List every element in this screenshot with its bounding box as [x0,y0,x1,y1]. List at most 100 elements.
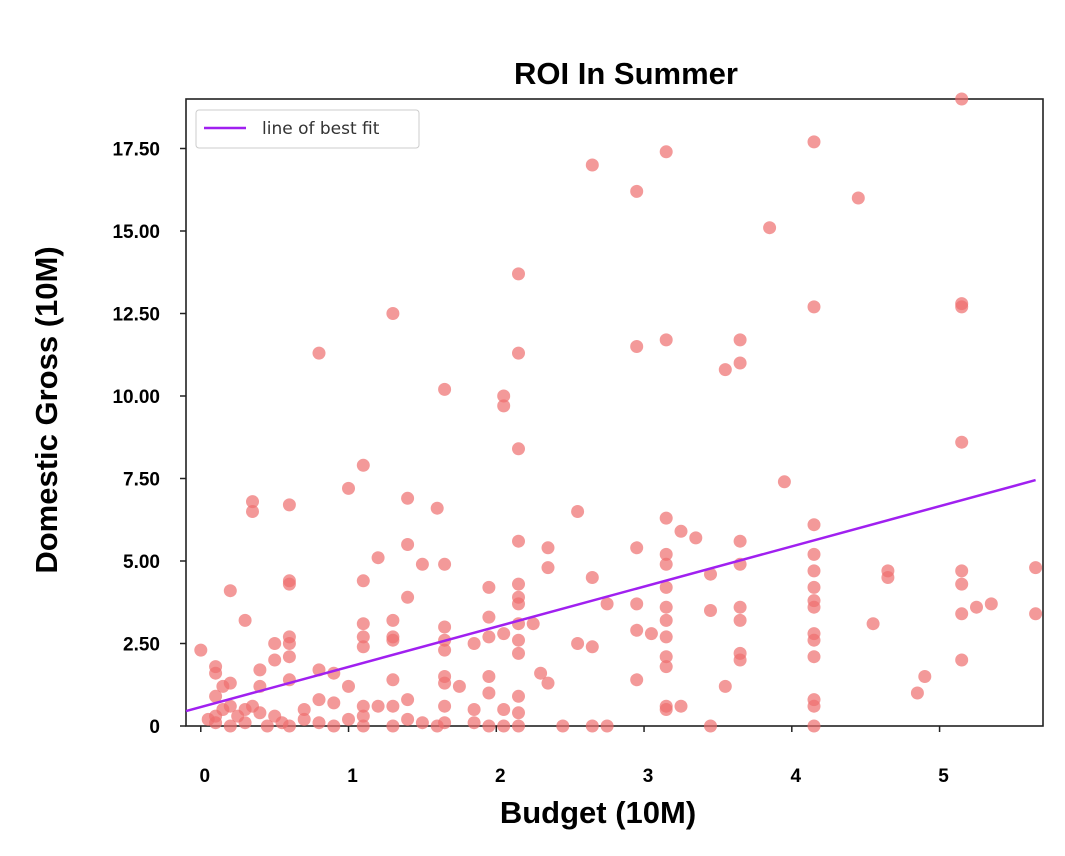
data-point-115 [541,676,555,690]
data-point-61 [386,630,400,644]
data-point-172 [807,633,821,647]
data-point-47 [342,712,355,726]
x-axis: 0 1 2 3 4 5 [199,726,949,787]
data-point-56 [371,551,385,565]
data-point-48 [356,458,370,472]
data-point-95 [497,627,511,641]
data-point-192 [984,597,998,611]
data-point-191 [970,600,983,614]
data-point-81 [438,699,452,713]
data-point-135 [659,547,673,561]
data-point-138 [659,600,673,614]
plot-frame [185,98,1044,727]
data-point-167 [807,564,821,578]
data-point-11 [223,719,237,733]
y-axis: 0 2.50 5.00 7.50 10.00 12.50 15.00 17.50 [112,140,186,738]
data-point-170 [807,600,821,614]
data-point-137 [659,580,673,594]
x-tick-label-2: 2 [495,766,506,787]
data-point-124 [600,719,614,733]
x-tick-label-3: 3 [643,766,654,787]
data-point-188 [955,577,969,591]
data-point-96 [497,703,511,716]
data-point-35 [282,719,296,733]
data-point-24 [268,637,282,650]
data-point-40 [312,693,326,707]
data-point-144 [659,703,673,716]
points-layer [194,92,1043,733]
data-point-122 [585,719,599,733]
y-axis-label: Domestic Gross (10M) [29,246,64,573]
data-point-82 [438,716,452,730]
data-point-37 [297,712,311,726]
data-point-69 [401,712,415,726]
data-point-114 [541,561,555,575]
data-point-118 [571,637,585,650]
y-tick-label-5: 12.50 [112,305,160,326]
data-point-110 [512,719,525,733]
data-point-116 [556,719,570,733]
data-point-127 [630,541,644,555]
data-point-149 [704,604,717,617]
data-point-33 [282,650,296,664]
x-tick-label-4: 4 [791,766,802,787]
data-point-10 [209,716,223,730]
y-tick-label-0: 0 [149,717,160,738]
data-point-126 [630,340,644,353]
data-point-121 [585,640,599,654]
data-point-83 [452,679,466,693]
data-point-177 [851,191,865,205]
data-point-140 [659,630,673,644]
data-point-176 [807,719,821,733]
fit-line-layer [185,478,1036,713]
x-tick-label-5: 5 [938,766,949,787]
data-point-151 [718,363,732,377]
data-point-25 [268,653,282,667]
data-point-55 [356,719,370,733]
data-point-98 [512,267,525,281]
data-point-88 [482,610,496,624]
data-point-185 [955,300,969,314]
y-tick-label-1: 2.50 [123,635,160,656]
data-point-131 [644,627,658,641]
data-point-164 [807,300,821,314]
data-point-91 [482,686,496,700]
data-point-3 [209,689,223,703]
data-point-150 [704,719,717,733]
data-point-153 [733,333,747,347]
data-point-141 [659,650,673,664]
data-point-146 [674,699,688,713]
data-point-102 [512,577,525,591]
data-point-53 [356,699,370,713]
data-point-194 [1029,607,1043,621]
data-point-183 [955,92,969,106]
data-point-165 [807,518,821,532]
data-point-152 [718,679,732,693]
data-point-108 [512,689,525,703]
data-point-136 [659,557,673,571]
data-point-22 [253,663,267,677]
data-point-193 [1029,561,1043,575]
x-axis-label: Budget (10M) [500,795,696,830]
data-point-181 [910,686,924,700]
data-point-161 [763,221,777,235]
data-point-142 [659,660,673,674]
data-point-89 [482,630,496,644]
data-point-158 [733,613,747,627]
data-point-59 [386,613,400,627]
data-point-84 [467,637,481,650]
data-point-66 [401,538,415,551]
data-point-68 [401,693,415,707]
data-point-147 [689,531,703,545]
data-point-75 [438,557,452,571]
legend: line of best fit [195,109,420,149]
data-point-18 [223,584,237,598]
data-point-67 [401,590,415,604]
data-point-93 [497,389,511,403]
data-point-162 [777,475,791,489]
data-point-58 [386,307,400,320]
data-point-189 [955,607,969,621]
data-point-46 [342,679,355,693]
data-point-15 [238,716,252,730]
